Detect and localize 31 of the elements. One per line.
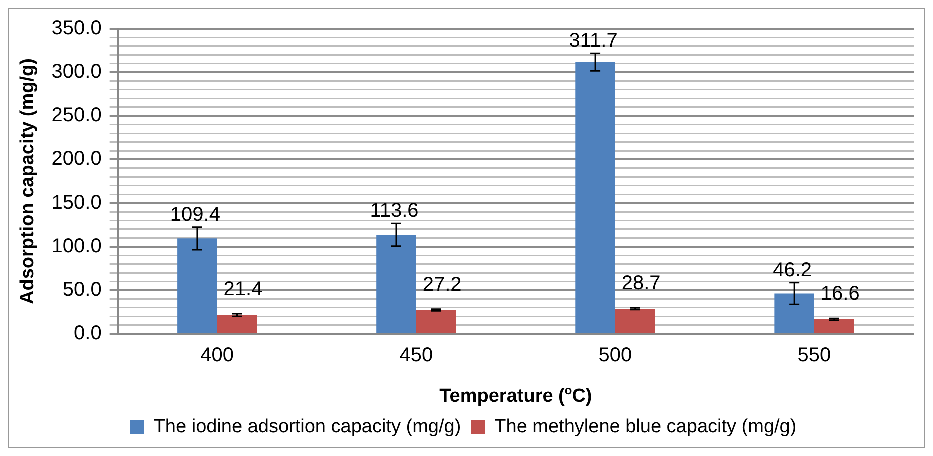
y-tick-label: 350.0 — [52, 18, 102, 40]
legend-label: The methylene blue capacity (mg/g) — [494, 416, 797, 438]
x-tick-label: 550 — [798, 344, 832, 367]
bar — [376, 235, 416, 333]
y-tick-label: 150.0 — [52, 192, 102, 214]
y-axis-title: Adsorption capacity (mg/g) — [18, 58, 39, 304]
bar — [814, 320, 854, 333]
data-label: 16.6 — [820, 283, 860, 306]
data-label: 46.2 — [773, 259, 812, 282]
bar — [178, 238, 218, 333]
y-tick-label: 0.0 — [74, 322, 102, 345]
y-tick-label: 250.0 — [52, 104, 102, 127]
data-label: 113.6 — [370, 200, 419, 222]
bar — [615, 308, 656, 333]
data-label: 21.4 — [224, 278, 263, 301]
legend-label: The iodine adsortion capacity (mg/g) — [154, 416, 462, 438]
data-label: 109.4 — [170, 204, 220, 226]
y-tick-label: 300.0 — [52, 61, 102, 84]
data-label: 311.7 — [569, 30, 618, 52]
bar — [774, 294, 814, 333]
y-tick-label: 100.0 — [52, 235, 102, 258]
data-label: 27.2 — [422, 274, 462, 296]
data-label: 28.7 — [622, 272, 661, 295]
x-tick-label: 500 — [598, 344, 632, 367]
bar — [416, 310, 456, 333]
x-tick-label: 400 — [200, 344, 234, 367]
x-tick-label: 450 — [400, 344, 434, 367]
y-tick-label: 200.0 — [52, 148, 102, 170]
bar — [576, 62, 616, 333]
y-tick-label: 50.0 — [62, 278, 102, 301]
bar — [217, 315, 258, 333]
